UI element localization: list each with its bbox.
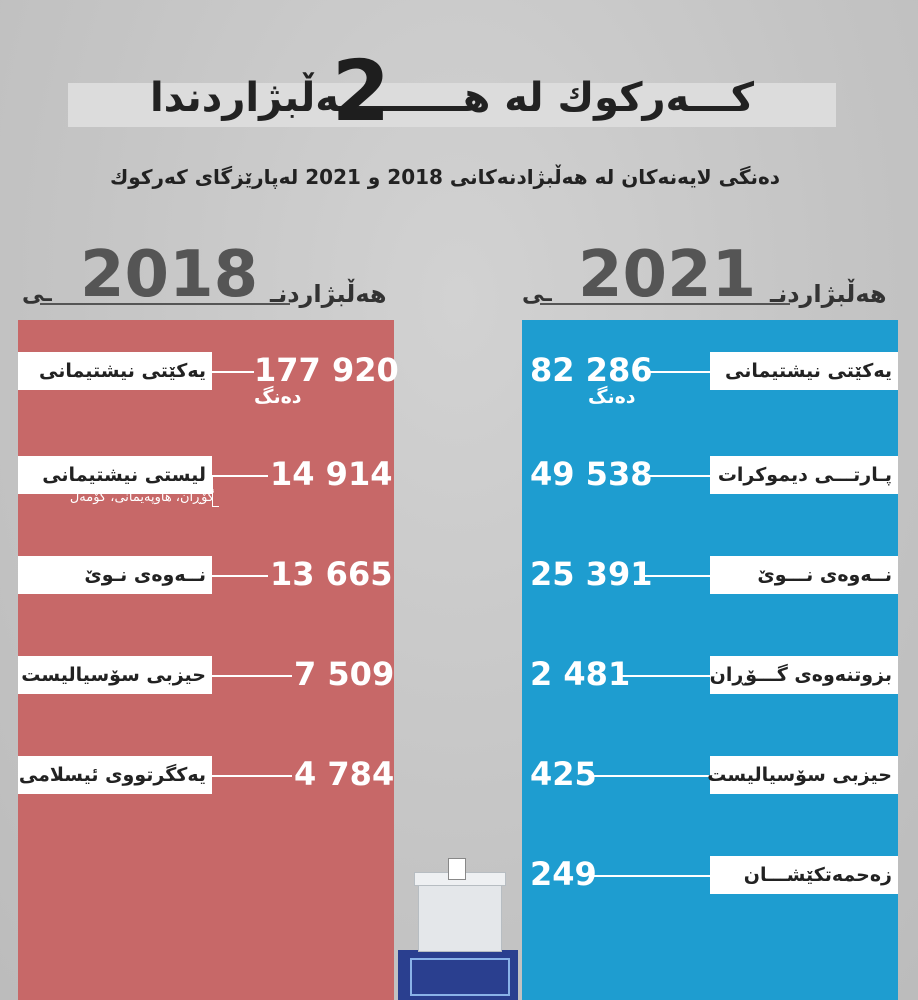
title-bar — [68, 83, 836, 127]
party-label: یەکێتی نیشتیمانی — [710, 352, 898, 390]
title-big-number: 2 — [331, 42, 391, 140]
vote-value: 25 391 — [530, 555, 653, 593]
page-subtitle: دەنگی لایەنەکان لە هەڵبژادنەکانی 2018 و … — [109, 165, 781, 189]
party-label: زەحمەتکێشـــان — [710, 856, 898, 894]
title-area: کـــەرکوك لە هـــــــــەڵبژاردندا 2 — [0, 49, 918, 145]
heading-tail-2021: ـی — [522, 282, 552, 307]
ballot-box-emblem — [410, 958, 510, 996]
connector-line — [212, 475, 268, 477]
party-label: پـارتـــی دیموکرات — [710, 456, 898, 494]
ballot-paper-icon — [448, 858, 466, 880]
connector-line — [212, 575, 268, 577]
vote-value: 13 665 — [270, 555, 393, 593]
vote-value: 14 914 — [270, 455, 393, 493]
year-2021-heading: 2021 — [578, 238, 757, 312]
heading-line-2021 — [540, 303, 790, 305]
vote-value: 425 — [530, 755, 597, 793]
row-2021-4: 425 حیزبی سۆسیالیست — [522, 744, 898, 804]
vote-value: 49 538 — [530, 455, 653, 493]
connector-line — [646, 475, 710, 477]
vote-value: 82 286 — [530, 351, 653, 389]
party-label: نــەوەی نـوێ — [18, 556, 212, 594]
row-2018-2: نــەوەی نـوێ 13 665 — [18, 544, 394, 604]
party-label: نــەوەی نـــوێ — [710, 556, 898, 594]
party-label: یەکگرتووی ئیسلامی — [18, 756, 212, 794]
vote-unit: دەنگ — [254, 386, 302, 408]
panel-2018: یەکێتی نیشتیمانی 177 920 دەنگ لیستی نیشت… — [18, 320, 399, 1000]
row-2021-3: 2 481 بزوتنەوەی گـــۆڕان — [522, 644, 898, 704]
panel-2021: 82 286 دەنگ یەکێتی نیشتیمانی 49 538 پـار… — [522, 320, 898, 1000]
party-label: حیزبی سۆسیالیست — [18, 656, 212, 694]
row-2021-5: 249 زەحمەتکێشـــان — [522, 844, 898, 904]
vote-value: 4 784 — [294, 755, 395, 793]
party-label: یەکێتی نیشتیمانی — [18, 352, 212, 390]
connector-line — [620, 675, 710, 677]
row-2021-1: 49 538 پـارتـــی دیموکرات — [522, 444, 898, 504]
connector-line — [212, 675, 292, 677]
connector-line — [212, 371, 254, 373]
vote-value: 177 920 — [254, 351, 399, 389]
page-title: کـــەرکوك لە هـــــــــەڵبژاردندا — [149, 75, 755, 121]
connector-line — [594, 875, 710, 877]
year-2018-heading: 2018 — [80, 238, 259, 312]
party-label: حیزبی سۆسیالیست — [707, 756, 898, 794]
row-2021-0: 82 286 دەنگ یەکێتی نیشتیمانی — [522, 340, 898, 408]
party-note: گۆڕان، هاوپەیمانی، کۆمەڵ — [69, 490, 214, 505]
party-label: لیستی نیشتیمانی — [18, 456, 212, 494]
vote-unit: دەنگ — [588, 386, 636, 408]
row-2018-1: لیستی نیشتیمانی 14 914 گۆڕان، هاوپەیمانی… — [18, 444, 394, 507]
heading-line-2018 — [40, 303, 290, 305]
connector-line — [212, 775, 292, 777]
ballot-box-icon — [418, 880, 502, 952]
row-2018-3: حیزبی سۆسیالیست 7 509 — [18, 644, 394, 704]
row-2021-2: 25 391 نــەوەی نـــوێ — [522, 544, 898, 604]
connector-line — [646, 371, 710, 373]
row-2018-4: یەکگرتووی ئیسلامی 4 784 — [18, 744, 394, 804]
vote-value: 249 — [530, 855, 597, 893]
vote-value: 2 481 — [530, 655, 631, 693]
row-2018-0: یەکێتی نیشتیمانی 177 920 دەنگ — [18, 340, 399, 408]
heading-tail-2018: ـی — [22, 282, 52, 307]
note-bracket — [212, 476, 219, 507]
vote-value: 7 509 — [294, 655, 395, 693]
connector-line — [594, 775, 710, 777]
connector-line — [640, 575, 710, 577]
party-label: بزوتنەوەی گـــۆڕان — [710, 656, 898, 694]
